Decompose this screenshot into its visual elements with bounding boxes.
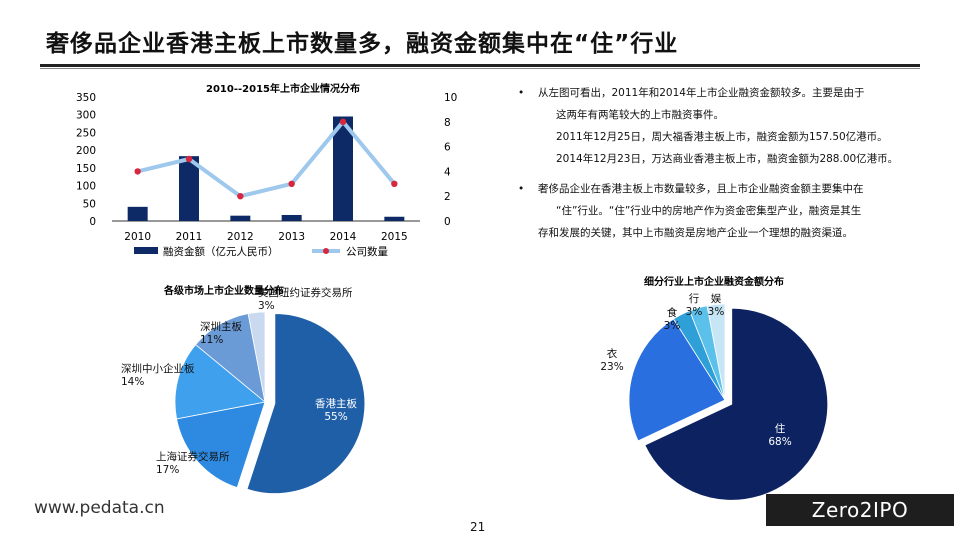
y-right-tick-label: 8 [444,117,451,129]
market-slice-1 [246,313,366,494]
industry-slice-1 [644,307,829,501]
bullet-line: “住”行业。“住”行业中的房地产作为资金密集型产业，融资是其生 [556,205,862,217]
y-right-tick-label: 10 [444,92,457,104]
line-point-2010 [134,168,141,175]
bar-2015 [384,216,405,221]
market-slice-value: 14% [121,376,144,388]
title-rule-thin [40,68,920,69]
market-slice-name: 美国纽约证券交易所 [258,286,353,299]
bar-2011 [179,156,199,221]
bullet-item-1: • 从左图可看出，2011年和2014年上市企业融资金额较多。主要是由于 这两年… [516,82,926,170]
y-left-tick-label: 0 [89,216,96,228]
bar-2014 [333,116,353,221]
y-left-tick-label: 150 [76,163,96,175]
market-slice-name: 上海证券交易所 [156,450,230,463]
industry-pie-title: 细分行业上市企业融资金额分布 [644,275,784,288]
bullet-item-2: • 奢侈品企业在香港主板上市数量较多，且上市企业融资金额主要集中在 “住”行业。… [516,178,926,244]
line-series-count [137,119,396,199]
market-slice-value: 55% [324,411,347,423]
industry-slice-value: 3% [708,306,725,318]
page-number: 21 [470,520,486,534]
y-right-tick-label: 0 [444,216,451,228]
x-tick-label: 2010 [124,231,151,243]
slide-title: 奢侈品企业香港主板上市数量多，融资金额集中在“住”行业 [46,31,679,57]
brand-logo: Zero2IPO Research [766,494,954,554]
line-point-2013 [288,180,295,187]
market-slice-name: 香港主板 [315,397,357,410]
bullet-list: • 从左图可看出，2011年和2014年上市企业融资金额较多。主要是由于 这两年… [516,82,926,252]
legend-marker-line [323,248,329,254]
legend-swatch-bar [134,247,158,254]
y-left-tick-label: 50 [83,198,96,210]
x-tick-label: 2014 [330,231,357,243]
bar-2012 [230,215,251,221]
bullet-line: 存和发展的关键，其中上市融资是房地产企业一个理想的融资渠道。 [538,227,853,239]
bullet-line: 这两年有两笔较大的上市融资事件。 [556,109,724,121]
industry-slice-value: 3% [686,306,703,318]
bullet-dot-icon: • [518,183,525,195]
industry-slice-name: 住 [775,422,786,435]
line-point-2014 [339,118,347,126]
market-slice-3 [174,344,266,420]
x-tick-label: 2012 [227,231,254,243]
y-right-tick-label: 4 [444,166,451,178]
legend-label-bar: 融资金额（亿元人民币） [163,245,279,258]
line-point-2011 [185,155,193,163]
y-left-tick-label: 300 [76,110,96,122]
y-right-tick-label: 6 [444,142,451,154]
industry-slice-name: 娱 [711,292,722,305]
bar-2013 [281,214,302,221]
industry-slice-2 [628,318,726,442]
bullet-line: 2014年12月23日，万达商业香港主板上市，融资金额为288.00亿港币。 [556,153,899,165]
line-point-2012 [237,193,244,200]
industry-slice-5 [706,303,726,401]
industry-slice-value: 68% [768,436,791,448]
x-tick-label: 2011 [176,231,203,243]
legend-label-line: 公司数量 [346,245,388,258]
y-left-tick-label: 350 [76,92,96,104]
market-slice-value: 17% [156,464,179,476]
y-left-tick-label: 100 [76,181,96,193]
y-left-tick-label: 250 [76,127,96,139]
x-tick-label: 2013 [278,231,305,243]
industry-slice-name: 食 [667,306,678,319]
y-left-tick-label: 200 [76,145,96,157]
market-slice-value: 11% [200,334,223,346]
industry-slice-value: 23% [600,361,623,373]
y-right-tick-label: 2 [444,191,451,203]
charts-canvas: 2010--2015年上市企业情况分布050100150200250300350… [76,82,829,501]
title-rule [40,64,920,67]
industry-slice-value: 3% [664,320,681,332]
x-tick-label: 2015 [381,231,408,243]
market-pie-title: 各级市场上市企业数量分布 [163,284,284,297]
line-point-2015 [391,180,398,187]
bar-2010 [127,206,148,221]
industry-slice-name: 衣 [607,347,618,360]
market-slice-name: 深圳主板 [200,320,242,333]
combo-chart-title: 2010--2015年上市企业情况分布 [206,82,360,95]
market-slice-2 [176,401,266,489]
bullet-dot-icon: • [518,87,525,99]
industry-slice-name: 行 [689,292,700,305]
footer-url: www.pedata.cn [34,498,165,518]
market-slice-value: 3% [258,300,275,312]
bullet-line: 2011年12月25日，周大福香港主板上市，融资金额为157.50亿港币。 [556,131,888,143]
bullet-line: 从左图可看出，2011年和2014年上市企业融资金额较多。主要是由于 [538,87,865,99]
market-slice-5 [247,311,266,403]
bullet-line: 奢侈品企业在香港主板上市数量较多，且上市企业融资金额主要集中在 [538,183,864,195]
market-slice-name: 深圳中小企业板 [121,362,195,375]
